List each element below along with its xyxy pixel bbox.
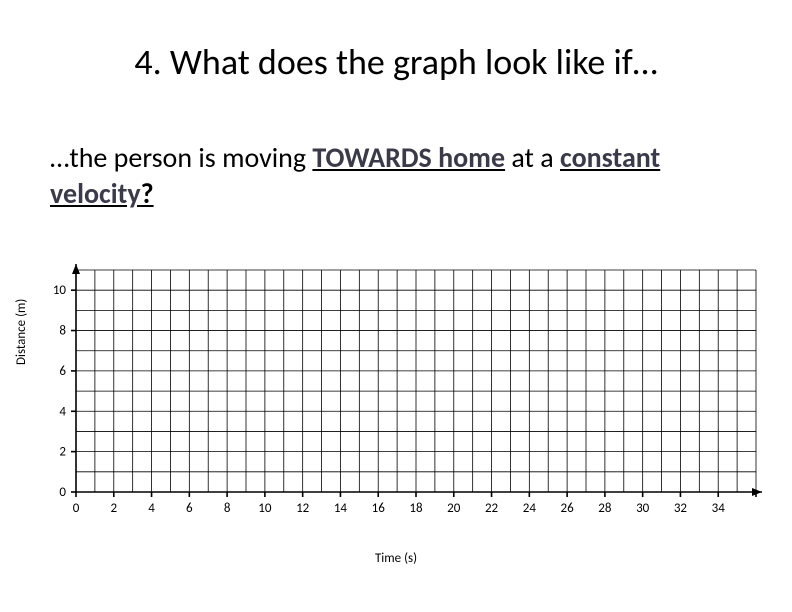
svg-text:10: 10 <box>258 501 272 516</box>
slide-subtitle: …the person is moving TOWARDS home at a … <box>50 140 750 213</box>
svg-text:2: 2 <box>59 445 66 460</box>
svg-text:4: 4 <box>148 501 155 516</box>
slide: 4. What does the graph look like if… …th… <box>0 0 792 612</box>
svg-text:12: 12 <box>296 501 310 516</box>
svg-text:26: 26 <box>561 501 575 516</box>
svg-text:20: 20 <box>447 501 461 516</box>
svg-text:32: 32 <box>674 501 688 516</box>
svg-text:2: 2 <box>110 501 117 516</box>
svg-text:0: 0 <box>59 485 66 500</box>
svg-text:34: 34 <box>712 501 726 516</box>
svg-text:28: 28 <box>598 501 612 516</box>
svg-text:22: 22 <box>485 501 499 516</box>
x-axis-label: Time (s) <box>20 551 772 566</box>
svg-text:4: 4 <box>59 404 66 419</box>
subtitle-emph-towards: TOWARDS home <box>312 140 505 175</box>
subtitle-prefix: …the person is moving <box>50 140 312 175</box>
chart-grid-svg: 02468100246810121416182022242628303234 <box>20 260 772 530</box>
svg-text:6: 6 <box>186 501 193 516</box>
svg-text:14: 14 <box>334 501 348 516</box>
svg-text:6: 6 <box>59 364 66 379</box>
slide-title: 4. What does the graph look like if… <box>0 40 792 84</box>
distance-time-chart: Distance (m) 024681002468101214161820222… <box>20 260 772 560</box>
svg-text:30: 30 <box>636 501 650 516</box>
svg-text:8: 8 <box>224 501 231 516</box>
subtitle-suffix: ? <box>141 176 154 211</box>
svg-text:0: 0 <box>73 501 80 516</box>
svg-text:18: 18 <box>409 501 423 516</box>
svg-text:10: 10 <box>53 283 67 298</box>
svg-text:24: 24 <box>523 501 537 516</box>
svg-text:16: 16 <box>372 501 386 516</box>
subtitle-mid: at a <box>505 140 560 175</box>
y-axis-label: Distance (m) <box>14 299 29 365</box>
svg-text:8: 8 <box>59 324 66 339</box>
